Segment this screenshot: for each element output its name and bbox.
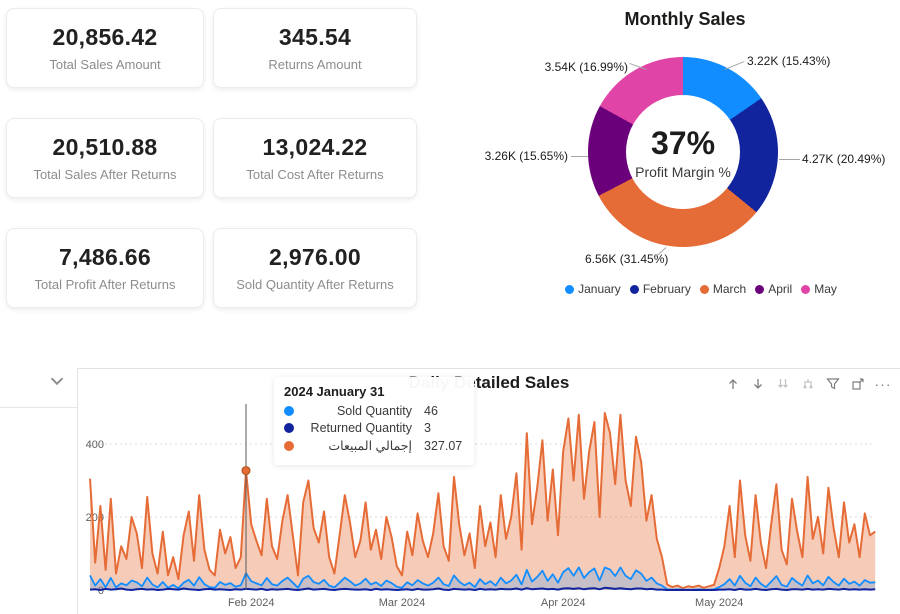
kpi-value: 2,976.00 <box>269 244 361 270</box>
callout-line <box>779 159 800 160</box>
legend-label: May <box>814 282 837 296</box>
chart-tooltip: 2024 January 31 Sold Quantity 46 Returne… <box>274 377 475 465</box>
donut-label-february: 4.27K (20.49%) <box>802 152 886 166</box>
filter-icon[interactable] <box>824 375 842 393</box>
donut-label-january: 3.22K (15.43%) <box>747 54 831 68</box>
legend-label: April <box>768 282 793 296</box>
kpi-value: 345.54 <box>278 24 352 50</box>
legend-label: March <box>712 282 747 296</box>
profit-margin-label: Profit Margin % <box>635 163 731 180</box>
series-dot <box>284 440 294 451</box>
kpi-label: Total Sales Amount <box>49 57 161 72</box>
chevron-down-icon[interactable] <box>46 370 68 388</box>
series-dot <box>284 423 294 433</box>
tooltip-value: 3 <box>424 421 431 435</box>
donut-chart-title: Monthly Sales <box>624 9 746 29</box>
legend-item-may[interactable]: May <box>801 282 837 296</box>
svg-text:Feb 2024: Feb 2024 <box>228 597 274 609</box>
kpi-value: 13,024.22 <box>262 134 368 160</box>
kpi-card-total-sales-amount: 20,856.42 Total Sales Amount <box>6 8 204 88</box>
donut-legend: January February March April May <box>505 282 897 296</box>
kpi-card-total-profit-after-returns: 7,486.66 Total Profit After Returns <box>6 228 204 308</box>
tooltip-value: 46 <box>424 404 438 418</box>
svg-text:400: 400 <box>86 439 104 451</box>
svg-text:May 2024: May 2024 <box>695 597 743 609</box>
expand-all-down-icon[interactable] <box>799 375 817 393</box>
tooltip-label: إجمالي المبيعات <box>328 439 412 453</box>
kpi-value: 20,856.42 <box>52 24 158 50</box>
profit-margin-value: 37% <box>650 124 716 161</box>
donut-center: 37% Profit Margin % <box>626 95 740 209</box>
kpi-label: Total Cost After Returns <box>246 167 384 182</box>
tooltip-row-sold: Sold Quantity 46 <box>284 404 462 418</box>
kpi-value: 20,510.88 <box>52 134 158 160</box>
legend-dot <box>699 284 709 294</box>
donut-label-may: 3.54K (16.99%) <box>544 60 628 74</box>
legend-item-january[interactable]: January <box>565 282 621 296</box>
kpi-label: Total Sales After Returns <box>33 167 177 182</box>
legend-dot <box>629 284 639 294</box>
kpi-card-sold-quantity-after-returns: 2,976.00 Sold Quantity After Returns <box>213 228 417 308</box>
tooltip-row-returned: Returned Quantity 3 <box>284 421 462 435</box>
kpi-value: 7,486.66 <box>59 244 151 270</box>
svg-text:Mar 2024: Mar 2024 <box>379 597 425 609</box>
svg-text:0: 0 <box>98 585 104 597</box>
svg-text:Apr 2024: Apr 2024 <box>541 597 586 609</box>
tooltip-label: Returned Quantity <box>310 421 412 435</box>
legend-label: January <box>578 282 621 296</box>
legend-label: February <box>642 282 691 296</box>
tooltip-value: 327.07 <box>424 438 463 453</box>
callout-line <box>571 156 588 157</box>
focus-mode-icon[interactable] <box>849 375 867 393</box>
donut-label-march: 6.56K (31.45%) <box>585 252 669 266</box>
kpi-card-total-sales-after-returns: 20,510.88 Total Sales After Returns <box>6 118 204 198</box>
series-dot <box>284 406 294 416</box>
legend-dot <box>755 284 765 294</box>
kpi-label: Sold Quantity After Returns <box>236 277 394 292</box>
callout-line <box>724 61 745 70</box>
kpi-card-returns-amount: 345.54 Returns Amount <box>213 8 417 88</box>
donut-label-april: 3.26K (15.65%) <box>484 149 568 163</box>
legend-item-february[interactable]: February <box>629 282 691 296</box>
go-to-next-level-icon[interactable] <box>774 375 792 393</box>
legend-dot <box>801 284 811 294</box>
kpi-label: Total Profit After Returns <box>34 277 176 292</box>
legend-dot <box>565 284 575 294</box>
tooltip-row-total-sales: إجمالي المبيعات 327.07 <box>284 438 462 453</box>
daily-detailed-sales-panel: Daily Detailed Sales ··· 0 200 400 Feb 2024… <box>77 368 900 614</box>
drill-down-icon[interactable] <box>749 375 767 393</box>
tooltip-label: Sold Quantity <box>336 404 412 418</box>
left-panel-edge <box>0 407 77 408</box>
more-options-icon[interactable]: ··· <box>874 376 892 392</box>
legend-item-march[interactable]: March <box>699 282 747 296</box>
tooltip-date: 2024 January 31 <box>284 384 385 399</box>
drill-up-icon[interactable] <box>724 375 742 393</box>
kpi-label: Returns Amount <box>268 57 362 72</box>
legend-item-april[interactable]: April <box>755 282 792 296</box>
kpi-card-total-cost-after-returns: 13,024.22 Total Cost After Returns <box>213 118 417 198</box>
visual-header-toolbar: ··· <box>724 375 892 393</box>
